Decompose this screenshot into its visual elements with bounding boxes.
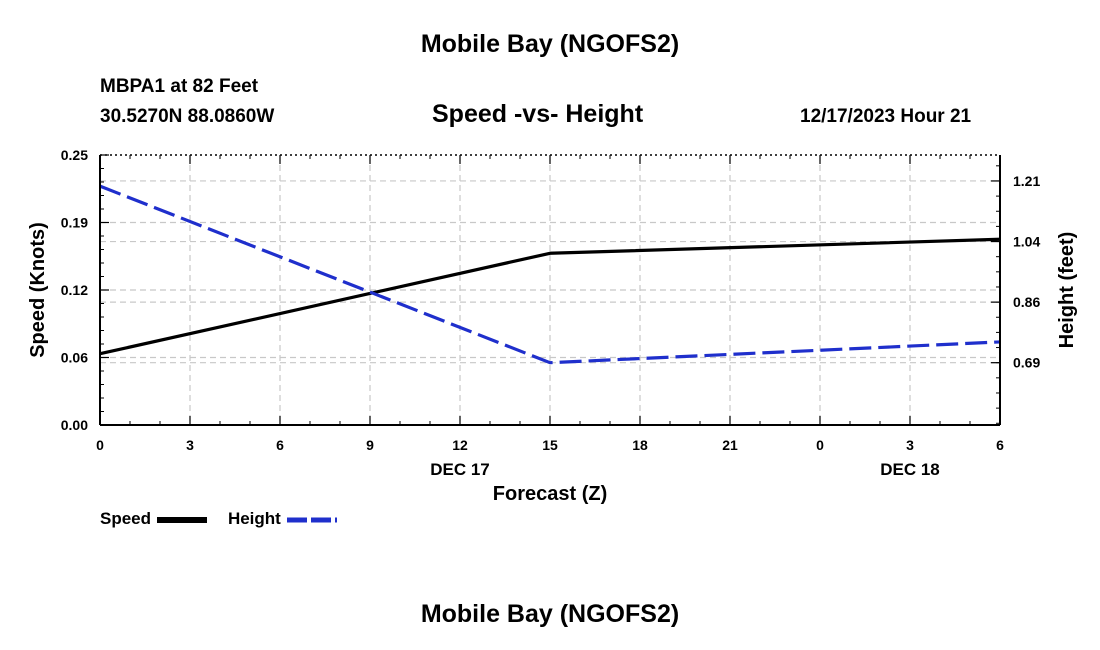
x-tick-label: 6 (276, 437, 284, 453)
y-tick-label: 0.06 (61, 350, 88, 366)
y-tick-label: 0.19 (61, 215, 88, 231)
x-tick-label: 3 (186, 437, 194, 453)
x-tick-label: 6 (996, 437, 1004, 453)
footer-title: Mobile Bay (NGOFS2) (420, 600, 680, 628)
legend-height-swatch (287, 517, 338, 523)
x-tick-label: 15 (542, 437, 558, 453)
chart-subtitle: Speed -vs- Height (432, 100, 644, 128)
legend-speed-swatch (157, 516, 208, 523)
axis-labels: 0 3 6 9 12 15 18 21 0 3 6 DEC 17 DEC 18 0.00 0.06 0.12 0… (61, 147, 1041, 479)
height-series-line (99, 184, 1001, 365)
x-tick-label: 9 (366, 437, 374, 453)
x-tick-label: 18 (632, 437, 648, 453)
y-axis-title: Speed (Knots) (27, 222, 49, 358)
axis-ticks (99, 154, 1001, 426)
legend: Speed Height (100, 509, 339, 529)
forecast-datetime: 12/17/2023 Hour 21 (800, 106, 972, 127)
y2-tick-label: 1.04 (1013, 234, 1040, 250)
x-tick-label: 0 (816, 437, 824, 453)
y2-tick-label: 0.86 (1013, 294, 1040, 310)
y2-tick-label: 1.21 (1013, 173, 1040, 189)
coordinates-label: 30.5270N 88.0860W (100, 106, 275, 127)
chart-title: Mobile Bay (NGOFS2) (420, 30, 680, 58)
x-tick-label: 12 (452, 437, 468, 453)
x-tick-label: 0 (96, 437, 104, 453)
x-tick-label: 3 (906, 437, 914, 453)
grid (100, 155, 1000, 425)
x-axis-title: Forecast (Z) (493, 483, 607, 505)
y-tick-label: 0.12 (61, 282, 88, 298)
y2-tick-label: 0.69 (1013, 355, 1040, 371)
y2-axis-title: Height (feet) (1056, 232, 1078, 349)
x-date-label: DEC 17 (430, 460, 490, 479)
speed-series-line (99, 237, 1001, 356)
y-tick-label: 0.00 (61, 417, 88, 433)
legend-speed-label: Speed (100, 509, 152, 528)
x-tick-label: 21 (722, 437, 738, 453)
y-tick-label: 0.25 (61, 147, 88, 163)
x-date-label: DEC 18 (880, 460, 940, 479)
series-lines (99, 184, 1001, 365)
station-label: MBPA1 at 82 Feet (100, 76, 259, 97)
legend-height-label: Height (227, 509, 281, 528)
